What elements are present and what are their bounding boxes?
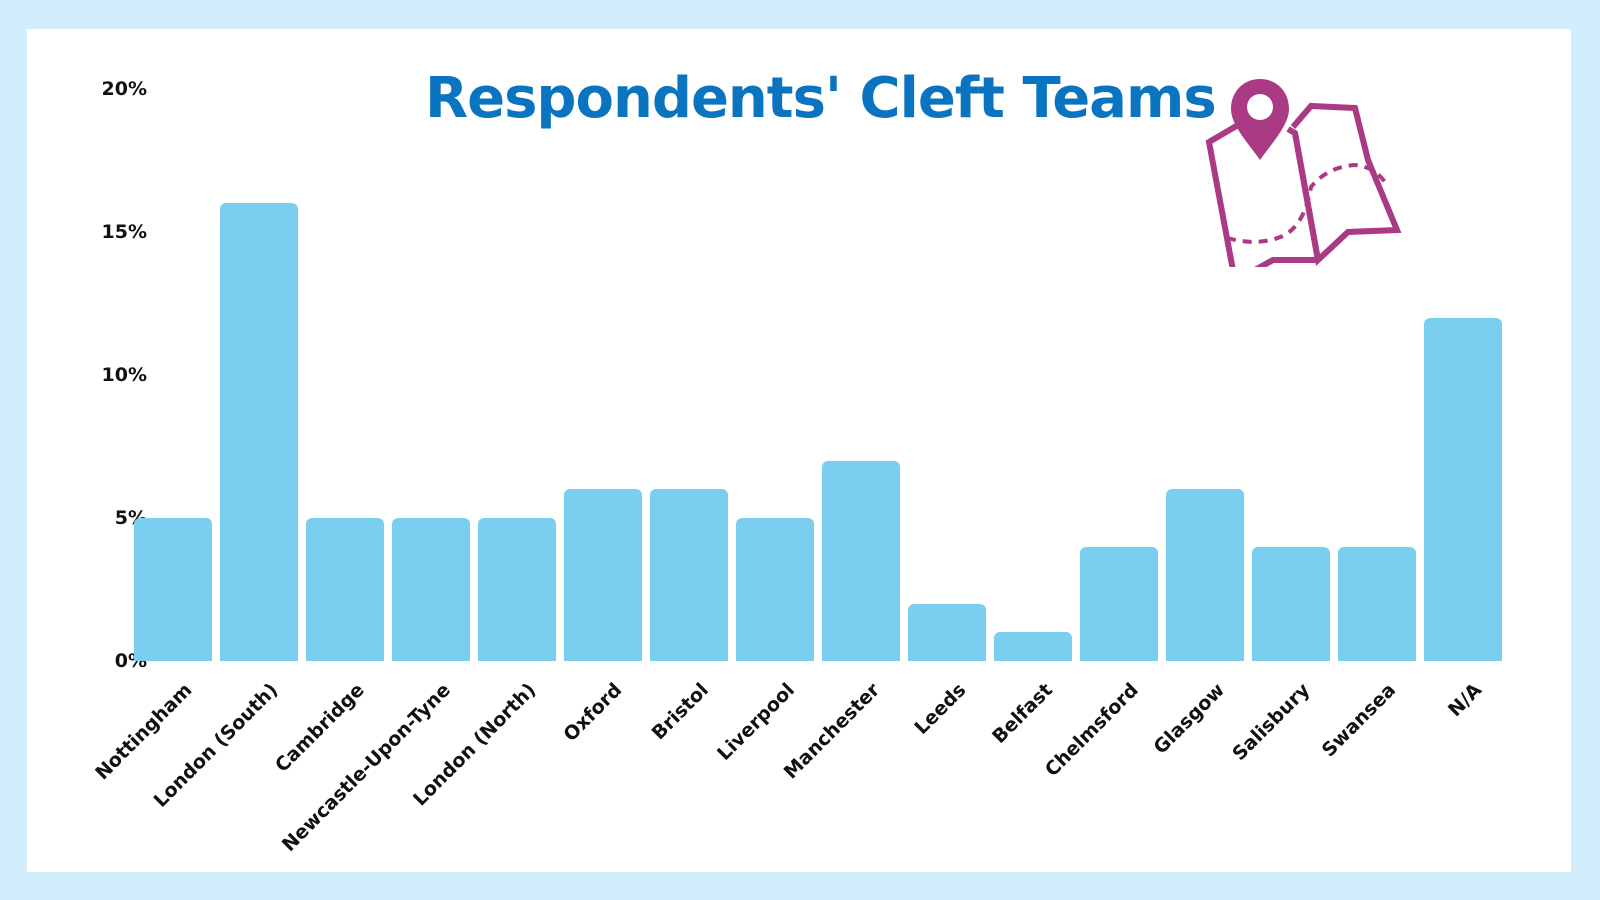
x-tick-label: Leeds xyxy=(910,679,971,739)
x-tick-label: N/A xyxy=(1443,679,1487,722)
bar-salisbury xyxy=(1252,546,1330,661)
chart-card: Respondents' Cleft Teams 0% 5% 10% 15% 20% N… xyxy=(27,29,1571,872)
y-tick-label: 15% xyxy=(101,221,147,243)
y-tick-label: 20% xyxy=(101,78,147,100)
x-tick-label: Newcastle-Upon-Tyne xyxy=(277,679,455,856)
bar-glasgow xyxy=(1166,489,1244,661)
x-tick-label: Salisbury xyxy=(1228,679,1315,766)
y-tick-label: 10% xyxy=(101,364,147,386)
map-pin-icon xyxy=(1205,79,1402,267)
x-tick-label: Belfast xyxy=(988,679,1057,748)
bar-cambridge xyxy=(306,518,384,661)
bar-belfast xyxy=(994,632,1072,661)
plot-area xyxy=(134,89,1564,661)
x-tick-label: Oxford xyxy=(559,679,627,746)
x-tick-label: Swansea xyxy=(1317,679,1401,762)
x-tick-label: Glasgow xyxy=(1149,679,1230,759)
bar-london-north xyxy=(478,518,556,661)
bar-bristol xyxy=(650,489,728,661)
bar-liverpool xyxy=(736,518,814,661)
bar-chelmsford xyxy=(1080,546,1158,661)
bar-newcastle-upon-tyne xyxy=(392,518,470,661)
bar-nottingham xyxy=(134,518,212,661)
chart-title: Respondents' Cleft Teams xyxy=(425,66,1217,131)
bar-swansea xyxy=(1338,546,1416,661)
x-tick-label: Cambridge xyxy=(271,679,369,777)
bar-leeds xyxy=(908,603,986,661)
x-tick-label: Liverpool xyxy=(713,679,800,765)
bar-london-south xyxy=(220,203,298,661)
bar-n-a xyxy=(1424,317,1502,661)
x-tick-label: Bristol xyxy=(647,679,713,745)
bar-manchester xyxy=(822,460,900,661)
bar-oxford xyxy=(564,489,642,661)
